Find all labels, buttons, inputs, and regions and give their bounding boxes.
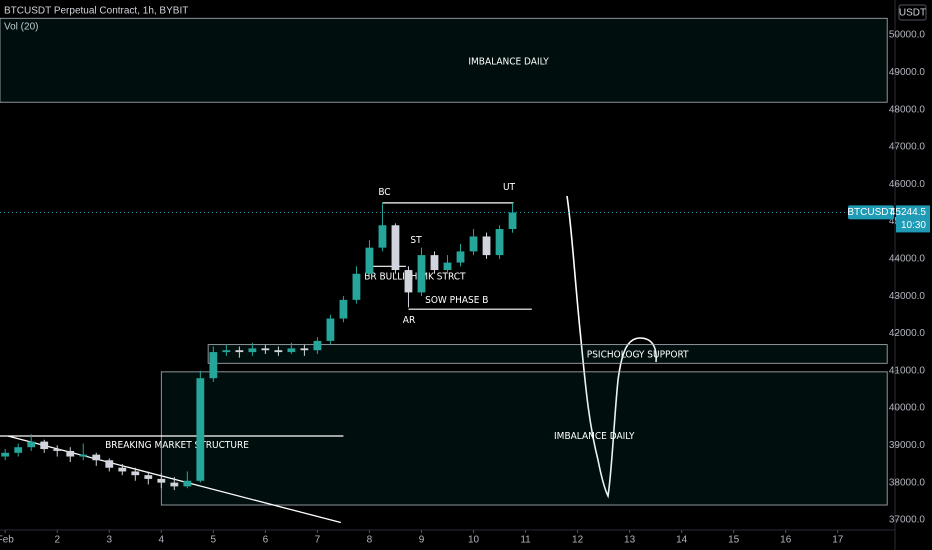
candle-body xyxy=(66,450,75,457)
y-tick-label: 49000.0 xyxy=(889,67,926,78)
x-tick-label: 14 xyxy=(676,535,688,546)
symbol-tag-box xyxy=(848,205,894,220)
y-tick-label: 47000.0 xyxy=(889,142,926,153)
candle-body xyxy=(313,340,322,351)
candle-body xyxy=(391,225,400,271)
zone xyxy=(207,344,888,364)
candle-body xyxy=(378,225,387,248)
y-tick-label: 48000.0 xyxy=(889,104,926,115)
hand-drawn-projection xyxy=(566,195,657,499)
candle-body xyxy=(27,441,36,448)
last-price-label: 45244.5 xyxy=(890,207,927,218)
level-label: BC xyxy=(378,187,390,198)
zone xyxy=(0,17,888,103)
candle-body xyxy=(196,378,205,481)
level-label: BREAKING MARKET STRUCTURE xyxy=(105,440,249,451)
x-tick-label: 4 xyxy=(159,535,165,546)
candle-body xyxy=(508,212,517,230)
zone-label: IMBALANCE DAILY xyxy=(554,431,635,442)
x-tick-label: 10 xyxy=(468,535,480,546)
label-ut: UT xyxy=(503,182,516,193)
candle-body xyxy=(404,270,413,293)
currency-box[interactable] xyxy=(898,4,927,21)
symbol-tag: BTCUSDT xyxy=(847,207,894,218)
zone-label: IMBALANCE DAILY xyxy=(468,56,549,67)
candle-body xyxy=(1,452,10,457)
x-tick-label: 15 xyxy=(728,535,740,546)
candle-body xyxy=(14,447,23,453)
countdown: 10:30 xyxy=(901,220,926,231)
candle-body xyxy=(274,350,283,353)
y-tick-label: 42000.0 xyxy=(889,328,926,339)
zone-label: PSICHOLOGY SUPPORT xyxy=(587,350,689,361)
candle-body xyxy=(443,262,452,271)
y-tick-label: 41000.0 xyxy=(889,365,926,376)
candle-body xyxy=(118,467,127,472)
y-tick-label: 39000.0 xyxy=(889,440,926,451)
y-tick-label: 37000.0 xyxy=(889,515,926,526)
x-tick-label: 5 xyxy=(211,535,217,546)
candle-body xyxy=(248,348,257,353)
x-tick-label: 16 xyxy=(780,535,792,546)
candle-body xyxy=(53,449,62,451)
candle-body xyxy=(300,348,309,351)
x-tick-label: 9 xyxy=(419,535,425,546)
candle-body xyxy=(326,318,335,341)
x-tick-label: 8 xyxy=(367,535,373,546)
y-tick-label: 44000.0 xyxy=(889,253,926,264)
currency[interactable]: USDT xyxy=(899,8,926,19)
x-tick-label: 13 xyxy=(624,535,636,546)
last-price-box xyxy=(896,205,930,233)
candle-body xyxy=(92,454,101,461)
candle-body xyxy=(365,247,374,274)
candle-body xyxy=(469,236,478,252)
candle-body xyxy=(144,475,153,479)
candle-body xyxy=(222,350,231,353)
y-tick-label: 38000.0 xyxy=(889,477,926,488)
candle-body xyxy=(131,471,140,476)
candle-body xyxy=(40,441,49,450)
candle-body xyxy=(287,348,296,353)
x-tick-label: 7 xyxy=(315,535,321,546)
candle-body xyxy=(79,454,88,457)
indicator-label: Vol (20) xyxy=(4,22,38,33)
plot-area: IMBALANCE DAILY PSICHOLOGY SUPPORT IMBALAN… xyxy=(0,17,888,524)
chart-title: BTCUSDT Perpetual Contract, 1h, BYBIT xyxy=(4,6,188,17)
x-tick-label: 3 xyxy=(106,535,112,546)
candle-body xyxy=(209,352,218,379)
y-tick-label: 43000.0 xyxy=(889,291,926,302)
y-tick-label: 40000.0 xyxy=(889,403,926,414)
candle-body xyxy=(261,348,270,351)
x-tick-label: 11 xyxy=(520,535,531,546)
x-tick-label: 2 xyxy=(54,535,60,546)
y-tick-label: 50000.0 xyxy=(889,30,926,41)
candle-body xyxy=(495,229,504,256)
candle-body xyxy=(430,255,439,271)
level-label: BR BULLISH MK STRCT xyxy=(364,271,466,282)
candle-body xyxy=(352,273,361,300)
candle-body xyxy=(235,350,244,353)
x-tick-label: Feb xyxy=(0,535,14,546)
candle-body xyxy=(157,478,166,483)
candle-body xyxy=(482,236,491,256)
label-ar: AR xyxy=(403,315,415,326)
candle-body xyxy=(105,460,114,468)
zone xyxy=(160,371,888,506)
candle-body xyxy=(456,251,465,263)
candle-body xyxy=(183,480,192,487)
label-st: ST xyxy=(410,235,422,246)
x-tick-label: 17 xyxy=(832,535,844,546)
y-tick-label: 46000.0 xyxy=(889,179,926,190)
candle-body xyxy=(170,482,179,487)
candle-body xyxy=(339,299,348,319)
x-tick-label: 12 xyxy=(572,535,584,546)
level-label: SOW PHASE B xyxy=(425,295,488,306)
candle-body xyxy=(417,255,426,293)
x-tick-label: 6 xyxy=(263,535,269,546)
